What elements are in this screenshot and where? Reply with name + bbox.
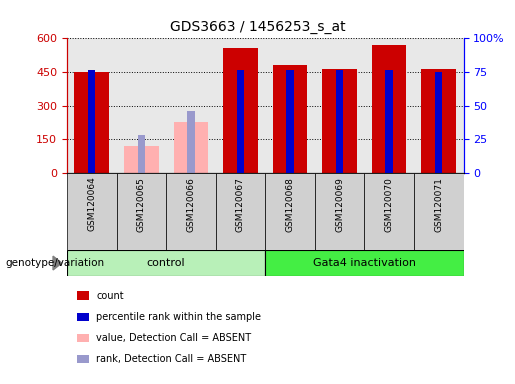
Text: GSM120064: GSM120064 bbox=[87, 177, 96, 232]
Text: GDS3663 / 1456253_s_at: GDS3663 / 1456253_s_at bbox=[169, 20, 346, 34]
Bar bbox=[174, 122, 208, 173]
Bar bbox=[88, 70, 95, 173]
Bar bbox=[336, 70, 344, 173]
Text: rank, Detection Call = ABSENT: rank, Detection Call = ABSENT bbox=[96, 354, 247, 364]
Bar bbox=[237, 70, 244, 173]
Bar bbox=[385, 70, 393, 173]
Bar bbox=[216, 173, 265, 250]
Bar bbox=[322, 69, 357, 173]
Text: Gata4 inactivation: Gata4 inactivation bbox=[313, 258, 416, 268]
Text: percentile rank within the sample: percentile rank within the sample bbox=[96, 312, 261, 322]
Bar bbox=[272, 65, 307, 173]
Bar bbox=[421, 69, 456, 173]
Text: value, Detection Call = ABSENT: value, Detection Call = ABSENT bbox=[96, 333, 251, 343]
Bar bbox=[365, 173, 414, 250]
Bar bbox=[414, 173, 464, 250]
Bar bbox=[286, 70, 294, 173]
Bar bbox=[77, 355, 89, 363]
Bar bbox=[223, 48, 258, 173]
Text: GSM120066: GSM120066 bbox=[186, 177, 195, 232]
Bar bbox=[435, 71, 442, 173]
Bar bbox=[166, 173, 216, 250]
Bar bbox=[372, 45, 406, 173]
Text: GSM120065: GSM120065 bbox=[137, 177, 146, 232]
Text: GSM120070: GSM120070 bbox=[385, 177, 393, 232]
Bar bbox=[67, 250, 265, 276]
Text: GSM120068: GSM120068 bbox=[285, 177, 295, 232]
Text: genotype/variation: genotype/variation bbox=[5, 258, 104, 268]
Bar bbox=[67, 173, 116, 250]
Bar bbox=[77, 291, 89, 300]
Text: GSM120067: GSM120067 bbox=[236, 177, 245, 232]
Text: GSM120069: GSM120069 bbox=[335, 177, 344, 232]
Bar bbox=[265, 173, 315, 250]
Text: count: count bbox=[96, 291, 124, 301]
Bar bbox=[77, 313, 89, 321]
Text: control: control bbox=[147, 258, 185, 268]
Bar bbox=[315, 173, 365, 250]
Bar bbox=[187, 111, 195, 173]
Bar bbox=[77, 334, 89, 342]
Bar bbox=[138, 135, 145, 173]
Polygon shape bbox=[53, 256, 62, 270]
Text: GSM120071: GSM120071 bbox=[434, 177, 443, 232]
Bar bbox=[74, 72, 109, 173]
Bar bbox=[124, 146, 159, 173]
Bar bbox=[265, 250, 464, 276]
Bar bbox=[116, 173, 166, 250]
